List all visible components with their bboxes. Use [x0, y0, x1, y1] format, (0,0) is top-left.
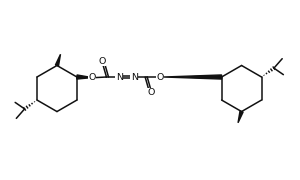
Polygon shape [77, 75, 92, 79]
Text: O: O [157, 73, 164, 82]
Text: O: O [99, 57, 106, 66]
Text: O: O [148, 88, 155, 97]
Polygon shape [164, 75, 222, 79]
Polygon shape [238, 111, 243, 123]
Polygon shape [56, 54, 61, 66]
Text: O: O [88, 73, 96, 82]
Text: N: N [116, 73, 123, 82]
Text: N: N [131, 73, 138, 82]
